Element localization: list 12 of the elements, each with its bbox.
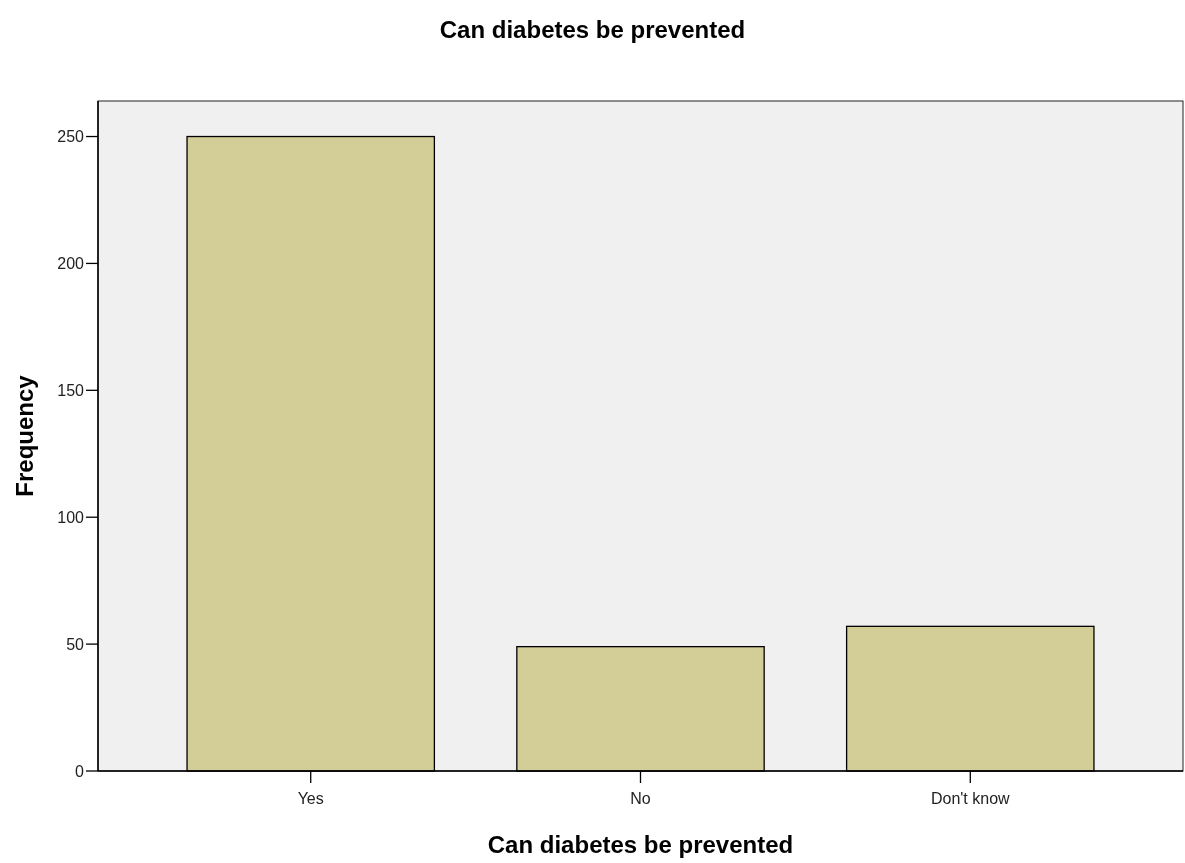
x-tick-label: No <box>630 790 651 807</box>
x-tick-label: Don't know <box>930 790 1011 807</box>
y-tick-label: 250 <box>57 128 85 146</box>
y-tick-label: 200 <box>57 255 85 273</box>
x-axis-title: Can diabetes be prevented <box>487 831 794 858</box>
y-axis-title: Frequency <box>11 374 38 497</box>
y-tick-label: 0 <box>75 762 85 780</box>
chart-title: Can diabetes be prevented <box>439 16 746 43</box>
y-tick-label: 50 <box>66 635 85 653</box>
y-tick-label: 150 <box>57 381 85 399</box>
y-tick-label: 100 <box>57 508 85 526</box>
x-tick-label: Yes <box>297 790 324 807</box>
